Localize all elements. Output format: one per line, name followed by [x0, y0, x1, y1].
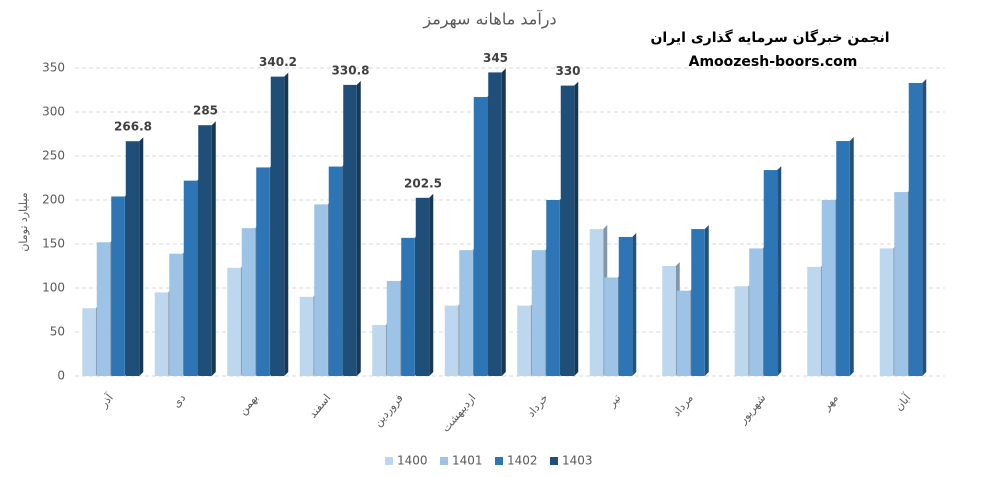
bar: [807, 266, 821, 376]
bar: [125, 141, 140, 376]
bar-side: [632, 232, 637, 376]
bar: [444, 305, 459, 376]
bar-side: [777, 166, 782, 376]
bar: [821, 200, 836, 376]
x-tick-label: فروردین: [371, 392, 406, 430]
bar: [589, 229, 604, 376]
x-tick-label: خرداد: [524, 392, 551, 420]
bar-side: [704, 225, 709, 376]
bar-side: [501, 68, 506, 377]
x-tick-label: مهر: [819, 391, 841, 413]
bar: [372, 324, 386, 376]
bar: [256, 167, 270, 376]
y-tick-label: 100: [42, 281, 65, 295]
x-tick-label: اردیبهشت: [439, 392, 478, 435]
bar: [734, 286, 749, 376]
bar: [227, 267, 241, 376]
legend-label: 1402: [507, 454, 538, 468]
bar: [386, 280, 401, 376]
data-label: 285: [193, 104, 218, 118]
data-label: 340.2: [259, 55, 297, 69]
bar: [894, 192, 908, 376]
bar: [662, 266, 676, 376]
bar: [241, 228, 256, 376]
bar: [270, 76, 285, 377]
bar: [676, 290, 691, 376]
data-label: 330: [555, 64, 580, 78]
bar-side: [849, 137, 854, 376]
legend-label: 1403: [562, 454, 593, 468]
legend-swatch: [385, 457, 393, 465]
legend-label: 1401: [452, 454, 483, 468]
data-label: 266.8: [114, 120, 152, 134]
watermark: انجمن خبرگان سرمایه گذاری ایران: [650, 29, 889, 46]
legend-swatch: [440, 457, 448, 465]
y-tick-label: 50: [50, 325, 65, 339]
bar: [343, 84, 357, 377]
x-tick-label: آذر: [96, 390, 117, 411]
y-tick-label: 150: [42, 237, 65, 251]
bar: [691, 229, 705, 376]
bar-side: [139, 137, 144, 376]
watermark: Amoozesh-boors.com: [689, 54, 858, 70]
x-tick-label: تیر: [605, 392, 624, 411]
y-axis-label: میلیارد تومان: [17, 192, 30, 251]
bar-side: [356, 80, 361, 377]
bar-side: [211, 121, 216, 376]
bar: [314, 204, 328, 376]
bar: [459, 250, 473, 376]
data-label: 345: [483, 51, 508, 65]
bar-side: [284, 72, 289, 377]
bar: [473, 97, 488, 376]
y-tick-label: 350: [42, 61, 65, 75]
bar: [154, 292, 169, 376]
bar: [836, 141, 850, 376]
bar: [328, 166, 343, 376]
bar: [531, 250, 546, 376]
bar: [879, 248, 894, 376]
y-tick-label: 250: [42, 149, 65, 163]
x-tick-label: مرداد: [670, 391, 696, 418]
bar: [299, 296, 314, 376]
bar: [908, 82, 923, 377]
legend-swatch: [495, 457, 503, 465]
bar-side: [922, 78, 927, 377]
bar: [560, 85, 575, 376]
bar: [401, 237, 415, 376]
x-tick-label: شهریور: [736, 392, 769, 427]
bar: [111, 196, 125, 376]
bar: [618, 236, 633, 376]
x-tick-label: اسفند: [306, 392, 333, 421]
bar: [517, 305, 531, 376]
x-tick-label: دی: [170, 391, 189, 410]
data-label: 330.8: [332, 63, 370, 77]
bar: [749, 248, 763, 376]
bar: [169, 253, 183, 376]
bar: [488, 72, 502, 377]
legend-swatch: [550, 457, 558, 465]
bar-side: [429, 193, 434, 376]
x-tick-label: بهمن: [236, 392, 261, 418]
bar: [198, 125, 212, 376]
bar-side: [574, 81, 579, 376]
y-tick-label: 0: [57, 369, 65, 383]
legend-label: 1400: [397, 454, 428, 468]
bar: [415, 197, 430, 376]
bar: [82, 308, 96, 376]
y-tick-label: 300: [42, 105, 65, 119]
chart-title: درآمد ماهانه سهرمز: [422, 10, 556, 30]
bar: [604, 277, 618, 376]
bar: [183, 180, 198, 376]
data-label: 202.5: [404, 176, 442, 190]
bar: [96, 242, 111, 376]
y-tick-label: 200: [42, 193, 65, 207]
x-tick-label: آبان: [891, 390, 914, 413]
bar: [546, 200, 560, 376]
bar: [763, 170, 778, 376]
